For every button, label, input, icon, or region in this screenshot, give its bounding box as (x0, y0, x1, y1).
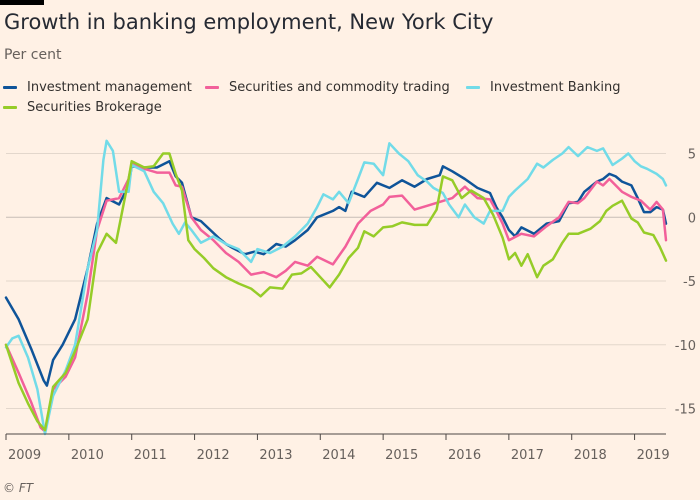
y-tick-label: -10 (675, 339, 696, 354)
y-tick-label: -5 (683, 275, 696, 290)
x-tick-label: 2018 (574, 448, 607, 463)
legend-item-investment-management: Investment management (3, 80, 192, 95)
legend-label: Securities and commodity trading (229, 80, 450, 95)
y-tick-label: 0 (688, 211, 696, 226)
axes: 5 0 -5 -10 -15 2009 2010 2011 2012 2013 2014 2015 20… (5, 148, 696, 463)
y-tick-label: 5 (688, 148, 696, 163)
grid-lines (6, 153, 666, 409)
legend-item-securities-brokerage: Securities Brokerage (3, 100, 162, 115)
legend-swatch (466, 86, 480, 89)
x-tick-label: 2012 (197, 448, 230, 463)
x-tick-label: 2016 (448, 448, 481, 463)
ft-topbar (0, 0, 44, 5)
series-line-1 (4, 162, 668, 433)
x-tick-label: 2015 (385, 448, 418, 463)
chart-subtitle: Per cent (4, 47, 62, 63)
legend-swatch (205, 86, 219, 89)
legend-swatch (3, 86, 17, 89)
legend-label: Investment Banking (490, 80, 621, 95)
source-note: © FT (3, 481, 34, 495)
x-tick-label: 2011 (134, 448, 167, 463)
x-tick-label: 2010 (71, 448, 104, 463)
chart-title: Growth in banking employment, New York C… (4, 10, 494, 34)
x-tick-label: 2014 (322, 448, 355, 463)
legend-label: Securities Brokerage (27, 100, 162, 115)
legend-swatch (3, 106, 17, 109)
x-tick-label: 2019 (637, 448, 670, 463)
x-tick-label: 2009 (8, 448, 41, 463)
legend-item-securities-commodity-trading: Securities and commodity trading (205, 80, 450, 95)
x-tick-label: 2017 (511, 448, 544, 463)
x-tick-label: 2013 (259, 448, 292, 463)
series-line-2 (4, 139, 668, 436)
legend: Investment management Securities and com… (0, 76, 700, 116)
legend-label: Investment management (27, 80, 192, 95)
legend-item-investment-banking: Investment Banking (466, 80, 621, 95)
y-tick-label: -15 (675, 403, 696, 418)
series-lines (4, 139, 668, 436)
series-line-3 (4, 152, 668, 432)
